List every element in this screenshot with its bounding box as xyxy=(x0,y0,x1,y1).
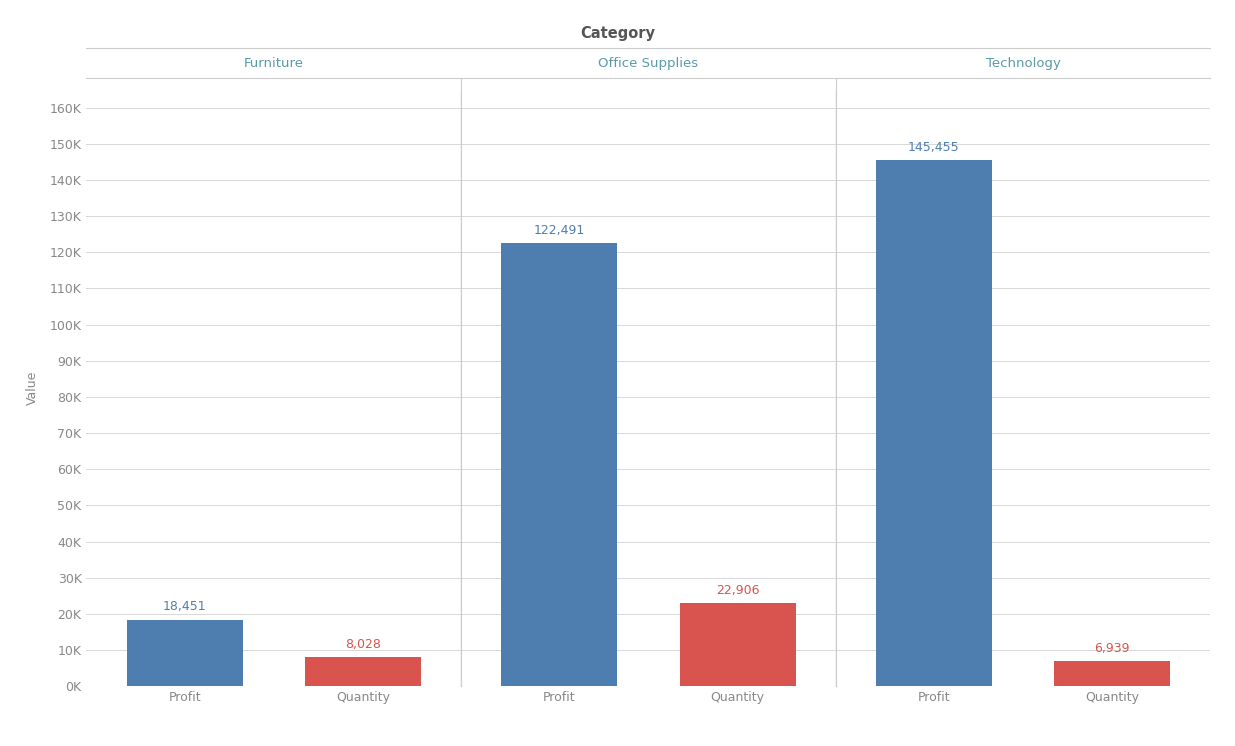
Bar xyxy=(305,657,421,686)
Y-axis label: Value: Value xyxy=(26,371,38,405)
Text: 8,028: 8,028 xyxy=(345,638,380,651)
Text: 6,939: 6,939 xyxy=(1094,642,1130,655)
Text: 18,451: 18,451 xyxy=(163,600,206,613)
Bar xyxy=(1055,661,1170,686)
Text: 145,455: 145,455 xyxy=(908,141,960,154)
Text: Furniture: Furniture xyxy=(243,57,304,70)
Text: 22,906: 22,906 xyxy=(716,584,760,597)
Text: Category: Category xyxy=(580,26,655,41)
Bar xyxy=(876,160,992,686)
Text: Office Supplies: Office Supplies xyxy=(598,57,699,70)
Bar xyxy=(126,620,242,686)
Text: Technology: Technology xyxy=(986,57,1061,70)
Bar xyxy=(501,243,618,686)
Bar xyxy=(679,604,795,686)
Text: 122,491: 122,491 xyxy=(534,224,585,236)
